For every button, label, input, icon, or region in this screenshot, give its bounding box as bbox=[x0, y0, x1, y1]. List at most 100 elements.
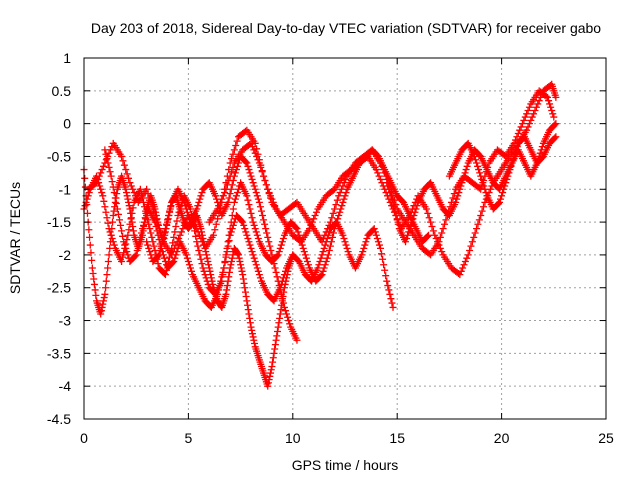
data-point bbox=[142, 215, 150, 223]
data-point bbox=[234, 250, 242, 258]
data-point bbox=[538, 90, 546, 98]
data-point bbox=[130, 189, 138, 197]
data-point bbox=[243, 297, 251, 305]
data-point bbox=[110, 189, 118, 197]
data-point bbox=[328, 214, 336, 222]
data-point bbox=[521, 113, 529, 121]
data-point bbox=[119, 232, 127, 240]
y-tick-label: -2.5 bbox=[47, 280, 71, 296]
data-point bbox=[277, 290, 285, 298]
data-point bbox=[248, 175, 256, 183]
data-point bbox=[169, 259, 177, 267]
data-point bbox=[322, 257, 330, 265]
data-point bbox=[143, 185, 151, 193]
data-point bbox=[285, 317, 293, 325]
data-point bbox=[158, 238, 166, 246]
data-point bbox=[470, 233, 478, 241]
data-point bbox=[509, 156, 517, 164]
data-point bbox=[232, 192, 240, 200]
data-point bbox=[127, 182, 135, 190]
data-point bbox=[478, 207, 486, 215]
data-point bbox=[99, 162, 107, 170]
data-point bbox=[109, 183, 117, 191]
data-point bbox=[83, 209, 91, 217]
data-point bbox=[200, 267, 208, 275]
data-point bbox=[504, 172, 512, 180]
data-point bbox=[107, 172, 115, 180]
data-point bbox=[280, 303, 288, 311]
data-point bbox=[222, 290, 230, 298]
data-point bbox=[223, 286, 231, 294]
data-point bbox=[510, 152, 518, 160]
data-point bbox=[530, 110, 538, 118]
data-point bbox=[332, 201, 340, 209]
data-point bbox=[394, 220, 402, 228]
data-point bbox=[250, 254, 258, 262]
data-point bbox=[182, 251, 190, 259]
data-point bbox=[135, 238, 143, 246]
data-point bbox=[500, 185, 508, 193]
x-tick-label: 15 bbox=[389, 430, 405, 446]
data-point bbox=[274, 323, 282, 331]
data-point bbox=[383, 175, 391, 183]
data-point bbox=[293, 225, 301, 233]
data-point bbox=[275, 319, 283, 327]
data-point bbox=[170, 257, 178, 265]
data-point bbox=[431, 231, 439, 239]
data-point bbox=[108, 178, 116, 186]
data-point bbox=[136, 185, 144, 193]
data-point bbox=[243, 159, 251, 167]
data-point bbox=[479, 179, 487, 187]
data-point bbox=[226, 264, 234, 272]
data-point bbox=[423, 232, 431, 240]
data-point bbox=[273, 273, 281, 281]
data-point bbox=[218, 273, 226, 281]
data-point bbox=[154, 260, 162, 268]
data-point bbox=[267, 247, 275, 255]
data-point bbox=[280, 271, 288, 279]
data-point bbox=[270, 349, 278, 357]
data-point bbox=[219, 268, 227, 276]
data-point bbox=[98, 166, 106, 174]
data-point bbox=[536, 149, 544, 157]
data-point bbox=[100, 197, 108, 205]
data-point bbox=[527, 116, 535, 124]
data-point bbox=[429, 227, 437, 235]
data-point bbox=[115, 216, 123, 224]
data-point bbox=[371, 228, 379, 236]
data-point bbox=[237, 264, 245, 272]
data-point bbox=[276, 310, 284, 318]
data-point bbox=[273, 332, 281, 340]
data-point bbox=[267, 192, 275, 200]
data-point bbox=[205, 261, 213, 269]
data-point bbox=[256, 274, 264, 282]
data-point bbox=[413, 202, 421, 210]
data-point bbox=[286, 320, 294, 328]
data-point bbox=[231, 169, 239, 177]
data-point bbox=[102, 150, 110, 158]
data-point bbox=[325, 228, 333, 236]
data-point bbox=[114, 210, 122, 218]
data-point bbox=[552, 133, 560, 141]
data-point bbox=[278, 238, 286, 246]
data-point bbox=[409, 215, 417, 223]
data-point bbox=[316, 257, 324, 265]
data-point bbox=[319, 267, 327, 275]
data-point bbox=[339, 231, 347, 239]
data-point bbox=[384, 282, 392, 290]
data-point bbox=[153, 227, 161, 235]
y-tick-label: -1 bbox=[59, 181, 72, 197]
data-point bbox=[425, 214, 433, 222]
data-point bbox=[383, 277, 391, 285]
data-point bbox=[318, 251, 326, 259]
data-point bbox=[125, 198, 133, 206]
data-point bbox=[104, 159, 112, 167]
data-point bbox=[244, 306, 252, 314]
data-point bbox=[239, 275, 247, 283]
data-point bbox=[228, 168, 236, 176]
data-point bbox=[267, 366, 275, 374]
data-point bbox=[481, 185, 489, 193]
data-point bbox=[125, 174, 133, 182]
data-point bbox=[216, 282, 224, 290]
data-point bbox=[319, 248, 327, 256]
